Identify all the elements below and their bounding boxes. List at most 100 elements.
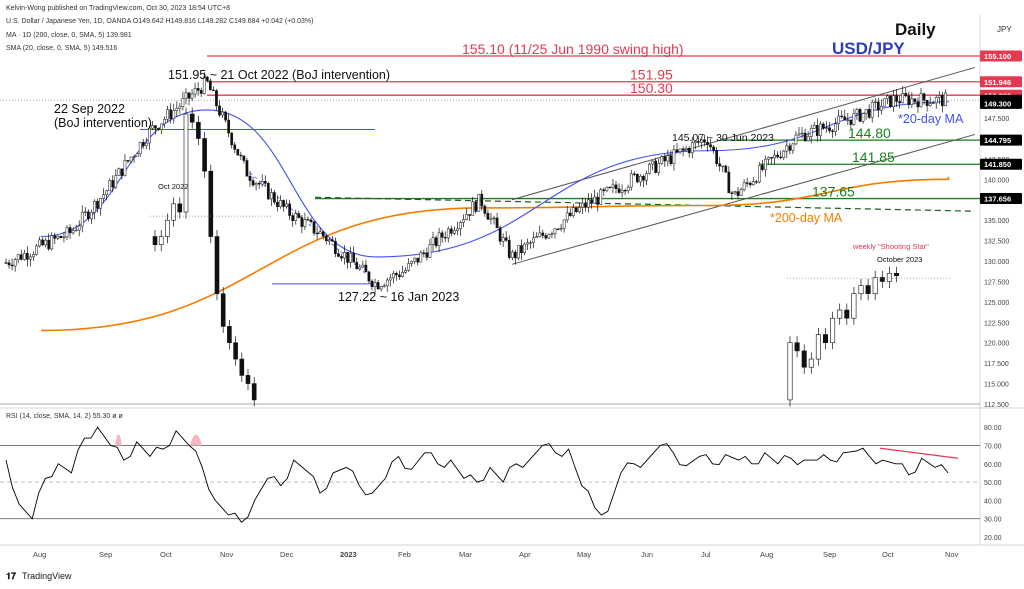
candle [324,235,328,241]
channel-lower-line [511,133,976,265]
candle [160,123,163,130]
candle [117,168,121,176]
inset-candle [233,342,238,360]
candle [715,150,718,164]
candle [718,163,722,167]
candle [925,100,929,106]
candle [419,252,423,263]
sma20-legend: SMA (20, close, 0, SMA, 5) 149.516 [6,45,117,52]
candle [108,180,112,192]
candle [745,182,749,184]
price-tick-label: 127.500 [984,279,1009,286]
candle [907,95,911,105]
candle [785,145,789,152]
candle [306,219,310,221]
candle [224,111,227,121]
candle [727,171,731,194]
candle [227,119,231,134]
price-label-box [980,76,1022,88]
candle [74,229,78,232]
candle [202,76,206,94]
inset-candle [158,236,164,246]
level-label-144: 144.80 [848,125,891,141]
candle [105,190,109,195]
candle [459,222,462,230]
candle [843,116,847,121]
candle [937,95,941,98]
candle [514,251,517,259]
candle [648,163,651,174]
price-tick-label: 120.000 [984,341,1009,348]
inset-candle [227,326,232,344]
candle [724,165,728,173]
x-tick-label: Aug [760,550,773,559]
inset-candle [851,293,857,319]
candle [651,160,654,165]
x-tick-label: Nov [945,550,959,559]
candle [541,232,545,236]
candle [16,254,20,260]
candle [675,149,679,153]
candle [632,173,636,175]
candle [233,144,237,150]
ma200-line-extension [947,176,950,180]
candle [510,251,514,258]
candle [806,136,810,142]
inset-candle [837,309,843,319]
candle [77,225,81,231]
candle [873,101,877,103]
candle [547,234,551,239]
x-tick-label: Oct [882,550,895,559]
candle [535,236,539,239]
candle [193,88,197,95]
candle [800,132,804,135]
candle [102,194,105,199]
x-tick-label: Aug [33,550,46,559]
price-label: 137.656 [984,195,1011,204]
candle [331,239,334,242]
candle [578,207,581,213]
candle [864,109,868,114]
candle [215,90,218,107]
price-label: 144.795 [984,136,1011,145]
candle [587,199,590,208]
candle [559,227,563,230]
rsi-line [5,426,949,524]
candle [596,196,600,205]
boj-oct-annotation: 151.95 ~ 21 Oct 2022 (BoJ intervention) [168,68,390,82]
candle [157,128,160,130]
candle [297,213,301,218]
candle [221,111,224,116]
candle [922,93,926,101]
ma200-legend: MA · 1D (200, close, 0, SMA, 5) 139.981 [6,32,132,39]
candle [230,132,234,146]
inset-candle [886,272,892,282]
inset-candle [801,350,807,368]
candle [303,219,307,227]
candle [904,93,908,97]
candle [898,101,901,104]
inset-candle [815,334,821,360]
candle [349,252,352,263]
level-label-155: 155.10 (11/25 Jun 1990 swing high) [462,41,684,57]
candle [398,274,401,277]
inset-2023-label: October 2023 [877,255,922,264]
candle [83,211,87,213]
candle [358,266,362,270]
candle [815,124,819,136]
candle [754,181,758,183]
candle [889,95,892,108]
candle [687,148,691,154]
inset-candle [893,272,899,277]
x-tick-label: Nov [220,550,234,559]
symbol-ohlc-line: U.S. Dollar / Japanese Yen, 1D, OANDA O1… [6,18,313,25]
candle [29,256,32,260]
tradingview-logo[interactable]: 𝟏𝟕 TradingView [6,571,72,581]
candle [666,155,670,162]
candle [90,212,93,220]
candle [276,201,279,208]
candle [819,123,822,136]
price-label: 151.946 [984,78,1011,87]
candle [141,142,145,147]
